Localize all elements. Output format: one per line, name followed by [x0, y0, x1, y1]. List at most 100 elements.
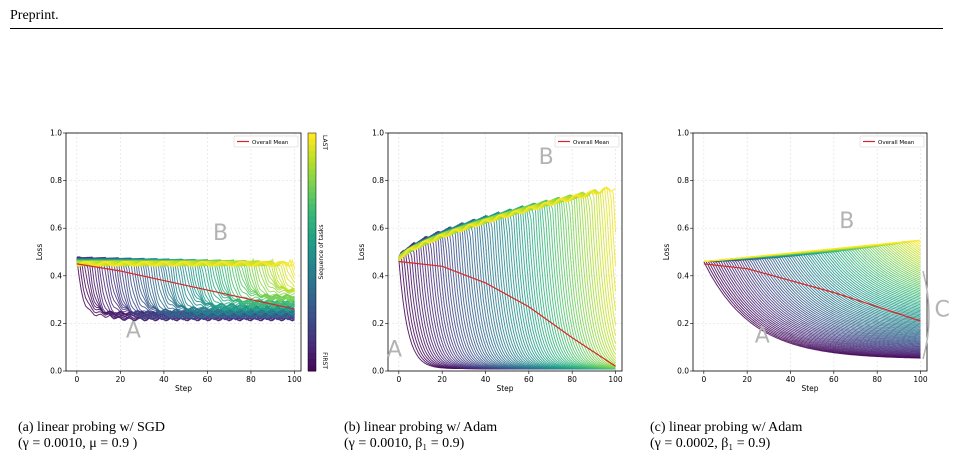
task-curve [703, 260, 921, 354]
annotation-label: A [126, 319, 141, 344]
task-curve [703, 259, 921, 352]
x-tick-label: 0 [396, 375, 401, 384]
colorbar: LAST FIRST Sequence of tasks [307, 132, 328, 372]
y-tick-label: 0.4 [372, 271, 384, 280]
x-tick-label: 100 [913, 375, 928, 384]
task-curve [703, 239, 921, 262]
y-tick-label: 0.8 [677, 176, 689, 185]
colorbar-segment [308, 341, 316, 348]
x-axis-label: Step [801, 384, 818, 393]
colorbar-segment [308, 228, 316, 235]
y-axis-label: Loss [35, 244, 44, 261]
task-curve [703, 259, 921, 351]
colorbar-segment [308, 133, 316, 140]
caption-c: (c) linear probing w/ Adam (γ = 0.0002, … [650, 420, 802, 452]
colorbar-segment [308, 186, 316, 193]
legend-box [859, 135, 925, 148]
colorbar-frame [307, 132, 317, 372]
colorbar-segment [308, 168, 316, 176]
colorbar-bottom-label: FIRST [321, 352, 328, 369]
task-curve [703, 260, 921, 353]
colorbar-segment [308, 365, 316, 372]
chart-panel-2: 0 20 40 60 80 100 0.0 0.2 0.4 0.6 0.8 1.0 Step Loss Ov… [662, 129, 950, 394]
colorbar-segment [308, 180, 316, 188]
y-tick-label: 0.8 [50, 176, 62, 185]
y-axis-label: Loss [662, 244, 671, 261]
y-axis-label: Loss [357, 244, 366, 261]
y-tick-label: 0.4 [50, 271, 62, 280]
x-tick-label: 40 [481, 375, 491, 384]
overall-mean-line [76, 263, 295, 310]
x-tick-label: 20 [116, 375, 126, 384]
page-header: Preprint. [10, 8, 59, 23]
x-tick-label: 60 [524, 375, 534, 384]
colorbar-segment [308, 222, 316, 229]
colorbar-segment [308, 311, 316, 318]
axes-frame [65, 132, 302, 372]
task-curve [703, 260, 921, 356]
annotation-label: B [539, 145, 554, 170]
legend-box [233, 135, 299, 148]
y-tick-label: 0.6 [372, 224, 384, 233]
colorbar-segment [308, 293, 316, 301]
task-curve [703, 260, 921, 357]
x-tick-label: 40 [159, 375, 169, 384]
colorbar-segment [308, 281, 316, 289]
y-tick-label: 0.0 [50, 367, 62, 376]
colorbar-segment [308, 156, 316, 164]
legend-label: Overall Mean [252, 140, 289, 146]
task-curve [703, 260, 921, 354]
y-tick-label: 0.2 [50, 319, 62, 328]
x-tick-label: 60 [829, 375, 839, 384]
y-tick-label: 0.2 [372, 319, 384, 328]
x-tick-label: 40 [786, 375, 796, 384]
y-tick-label: 0.2 [677, 319, 689, 328]
y-tick-label: 1.0 [50, 129, 62, 138]
colorbar-segment [308, 305, 316, 312]
x-tick-label: 0 [701, 375, 706, 384]
y-tick-label: 1.0 [372, 129, 384, 138]
colorbar-segment [308, 329, 316, 336]
caption-a-title: (a) linear probing w/ SGD [18, 420, 165, 435]
annotation-label: A [755, 323, 770, 348]
colorbar-segment [308, 246, 316, 253]
x-tick-label: 20 [437, 375, 447, 384]
legend-box [554, 135, 620, 148]
colorbar-segment [308, 138, 316, 146]
task-curve [703, 260, 921, 355]
legend-label: Overall Mean [878, 140, 915, 146]
x-tick-label: 100 [287, 375, 302, 384]
colorbar-top-label: LAST [321, 135, 328, 150]
overall-mean-line [398, 260, 616, 367]
x-tick-label: 80 [246, 375, 256, 384]
colorbar-segment [308, 335, 316, 342]
task-curve [76, 258, 295, 275]
overall-mean-line [703, 263, 921, 322]
caption-a-params: (γ = 0.0010, μ = 0.9 ) [18, 436, 138, 451]
x-tick-label: 60 [203, 375, 213, 384]
caption-a: (a) linear probing w/ SGD (γ = 0.0010, μ… [18, 420, 165, 452]
annotation-label: A [387, 338, 402, 363]
y-tick-label: 0.4 [677, 271, 689, 280]
y-tick-label: 0.0 [677, 367, 689, 376]
chart-panel-0: 0 20 40 60 80 100 0.0 0.2 0.4 0.6 0.8 1.0 Step Loss Ov… [35, 129, 328, 394]
colorbar-segment [308, 240, 316, 247]
y-tick-label: 0.6 [677, 224, 689, 233]
caption-b: (b) linear probing w/ Adam (γ = 0.0010, … [344, 420, 497, 452]
caption-c-title: (c) linear probing w/ Adam [650, 420, 803, 435]
colorbar-segment [308, 353, 316, 360]
colorbar-segment [308, 299, 316, 307]
annotation-label: C [934, 297, 949, 322]
y-tick-label: 1.0 [677, 129, 689, 138]
x-axis-label: Step [496, 384, 513, 393]
colorbar-segment [308, 269, 316, 277]
colorbar-segment [308, 150, 316, 158]
header-rule [10, 28, 943, 29]
colorbar-segment [308, 234, 316, 241]
y-tick-label: 0.6 [50, 224, 62, 233]
y-tick-label: 0.0 [372, 367, 384, 376]
task-curve [703, 260, 921, 357]
task-curve [703, 260, 921, 356]
task-curve [398, 187, 616, 262]
